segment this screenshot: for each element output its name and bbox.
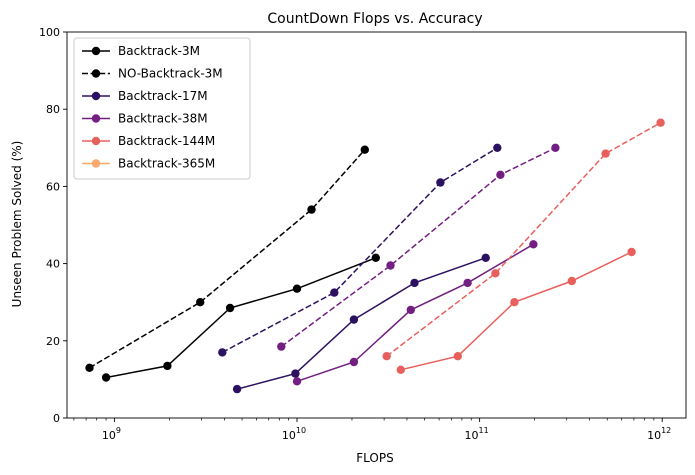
data-point bbox=[491, 269, 500, 278]
legend-marker bbox=[91, 159, 101, 168]
data-point bbox=[292, 284, 302, 293]
series-2 bbox=[232, 253, 490, 394]
legend-marker bbox=[91, 46, 101, 56]
data-point bbox=[463, 278, 472, 288]
data-point bbox=[386, 261, 395, 270]
y-tick-label: 80 bbox=[46, 103, 60, 116]
data-point bbox=[225, 303, 235, 313]
series-1 bbox=[85, 145, 369, 372]
legend: Backtrack-3M NO-Backtrack-3M Backtrack-17M… bbox=[73, 37, 251, 180]
legend-entry: Backtrack-365M bbox=[82, 157, 215, 171]
data-point bbox=[453, 352, 462, 361]
data-point bbox=[277, 342, 286, 351]
x-tick-label: 1011 bbox=[465, 426, 489, 442]
x-tick-base: 10 bbox=[102, 429, 116, 442]
y-tick-label: 20 bbox=[46, 335, 60, 348]
series-line bbox=[89, 149, 366, 369]
series-line bbox=[221, 147, 498, 354]
y-axis-label: Unseen Problem Solved (%) bbox=[10, 141, 24, 308]
series-0 bbox=[101, 253, 380, 382]
legend-entry: Backtrack-38M bbox=[82, 112, 208, 126]
series-5 bbox=[277, 143, 560, 351]
chart-title: CountDown Flops vs. Accuracy bbox=[267, 11, 482, 27]
y-tick-label: 40 bbox=[46, 258, 60, 271]
x-tick-exponent: 10 bbox=[296, 426, 306, 435]
x-tick-exponent: 12 bbox=[661, 426, 671, 435]
x-tick-base: 10 bbox=[647, 429, 661, 442]
data-point bbox=[406, 305, 415, 315]
legend-label: Backtrack-365M bbox=[118, 157, 215, 171]
data-point bbox=[656, 118, 665, 127]
data-point bbox=[196, 298, 205, 307]
y-tick-label: 100 bbox=[39, 26, 60, 39]
series-7 bbox=[382, 118, 665, 361]
data-point bbox=[529, 240, 538, 249]
legend-marker bbox=[91, 69, 101, 78]
data-point bbox=[371, 253, 380, 262]
data-point bbox=[496, 170, 505, 179]
data-point bbox=[85, 363, 94, 372]
x-tick-label: 1010 bbox=[282, 426, 306, 442]
series-line bbox=[386, 122, 661, 357]
data-point bbox=[601, 149, 610, 158]
data-point bbox=[436, 178, 445, 187]
series-6 bbox=[396, 247, 636, 374]
legend-marker bbox=[91, 136, 101, 146]
data-point bbox=[218, 348, 227, 357]
y-tick-label: 60 bbox=[46, 180, 60, 193]
legend-entry: Backtrack-3M bbox=[82, 44, 200, 58]
data-point bbox=[291, 369, 300, 378]
legend-box bbox=[73, 37, 251, 180]
data-point bbox=[410, 278, 419, 288]
legend-entry: Backtrack-144M bbox=[82, 134, 215, 148]
x-axis-label: FLOPS bbox=[356, 451, 393, 465]
legend-marker bbox=[91, 114, 101, 123]
x-tick-label: 109 bbox=[102, 426, 121, 442]
data-point bbox=[292, 377, 302, 386]
data-point bbox=[627, 247, 636, 257]
data-point bbox=[382, 352, 391, 361]
data-point bbox=[481, 253, 490, 262]
legend-marker bbox=[91, 91, 101, 101]
legend-entry: Backtrack-17M bbox=[82, 89, 208, 103]
data-point bbox=[330, 288, 339, 297]
data-point bbox=[349, 357, 359, 367]
data-point bbox=[349, 315, 359, 324]
data-point bbox=[493, 143, 502, 152]
data-point bbox=[567, 276, 576, 286]
series-line bbox=[280, 147, 556, 348]
legend-label: NO-Backtrack-3M bbox=[118, 67, 223, 81]
data-point bbox=[307, 205, 316, 214]
x-tick-exponent: 11 bbox=[479, 426, 489, 435]
data-point bbox=[101, 373, 111, 382]
legend-entry: NO-Backtrack-3M bbox=[82, 67, 223, 81]
y-tick-label: 0 bbox=[53, 412, 60, 425]
x-tick-exponent: 9 bbox=[116, 426, 121, 435]
series-4 bbox=[292, 240, 538, 386]
data-point bbox=[232, 384, 242, 394]
plot-frame bbox=[66, 31, 687, 419]
legend-label: Backtrack-17M bbox=[118, 89, 208, 103]
data-point bbox=[510, 298, 519, 307]
data-point bbox=[396, 365, 405, 374]
x-tick-base: 10 bbox=[282, 429, 296, 442]
legend-label: Backtrack-38M bbox=[118, 112, 208, 126]
data-point bbox=[551, 143, 560, 152]
data-point bbox=[163, 361, 172, 371]
plot-area bbox=[85, 118, 665, 394]
data-point bbox=[360, 145, 369, 154]
legend-label: Backtrack-3M bbox=[118, 44, 200, 58]
x-tick-label: 1012 bbox=[647, 426, 671, 442]
x-tick-base: 10 bbox=[465, 429, 479, 442]
series-3 bbox=[218, 143, 502, 357]
legend-label: Backtrack-144M bbox=[118, 134, 215, 148]
